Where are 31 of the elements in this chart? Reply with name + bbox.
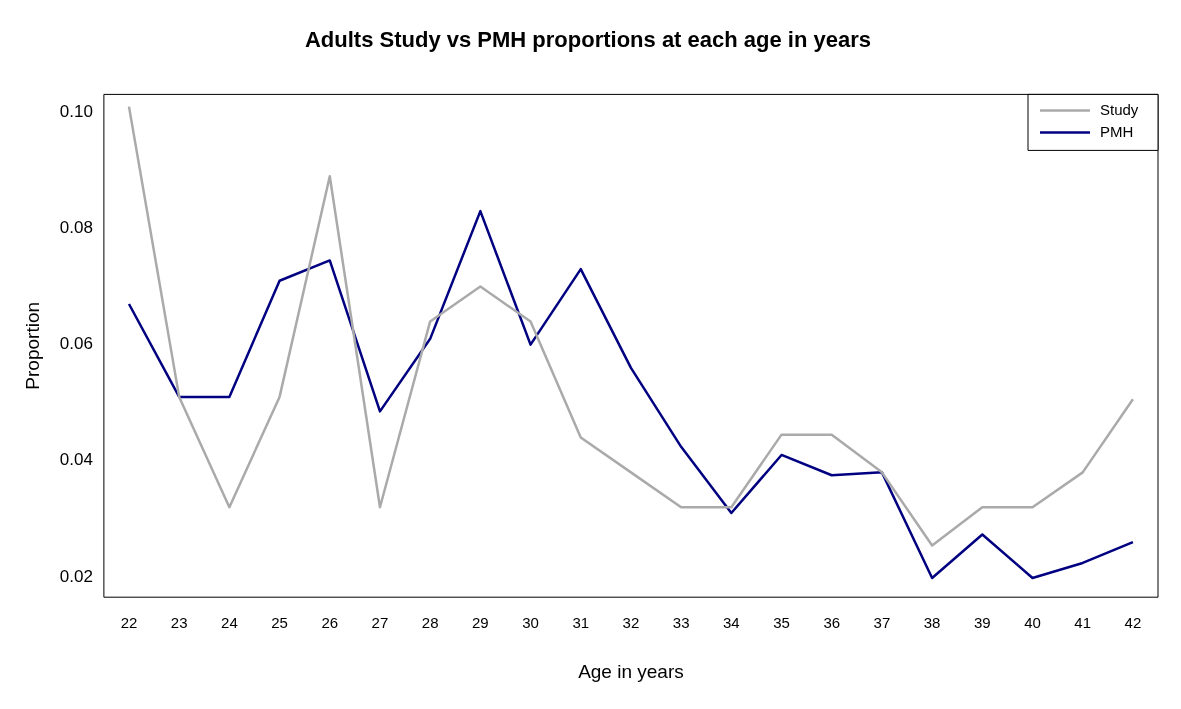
x-axis-title: Age in years	[578, 660, 684, 682]
x-tick-label: 29	[472, 614, 489, 632]
x-tick-label: 40	[1024, 614, 1041, 632]
x-tick-label: 41	[1074, 614, 1092, 632]
chart-title: Adults Study vs PMH proportions at each age in years	[304, 27, 872, 53]
x-tick-label: 25	[271, 614, 288, 632]
x-tick-label: 39	[973, 614, 991, 632]
x-tick-label: 22	[120, 614, 138, 632]
y-tick-label: 0.02	[59, 566, 93, 586]
x-tick-label: 27	[371, 614, 389, 632]
x-tick-label: 32	[622, 614, 640, 632]
x-tick-label: 35	[773, 614, 790, 632]
x-tick-label: 28	[421, 614, 439, 632]
y-tick-label: 0.10	[59, 102, 93, 122]
x-tick-label: 34	[722, 614, 740, 632]
y-tick-label: 0.08	[59, 218, 93, 238]
x-tick-label: 23	[170, 614, 188, 632]
y-axis-title: Proportion	[21, 301, 43, 390]
x-tick-label: 30	[522, 614, 539, 632]
x-tick-label: 31	[572, 614, 590, 632]
y-tick-label: 0.04	[59, 450, 93, 470]
x-tick-label: 26	[321, 614, 339, 632]
y-tick-label: 0.06	[59, 334, 93, 354]
legend-label: Study	[1100, 100, 1139, 118]
x-tick-label: 37	[873, 614, 891, 632]
x-tick-label: 33	[672, 614, 690, 632]
x-tick-label: 42	[1124, 614, 1142, 632]
x-tick-label: 24	[221, 614, 238, 632]
legend-label: PMH	[1100, 122, 1134, 140]
x-tick-label: 36	[823, 614, 841, 632]
x-tick-label: 38	[923, 614, 941, 632]
